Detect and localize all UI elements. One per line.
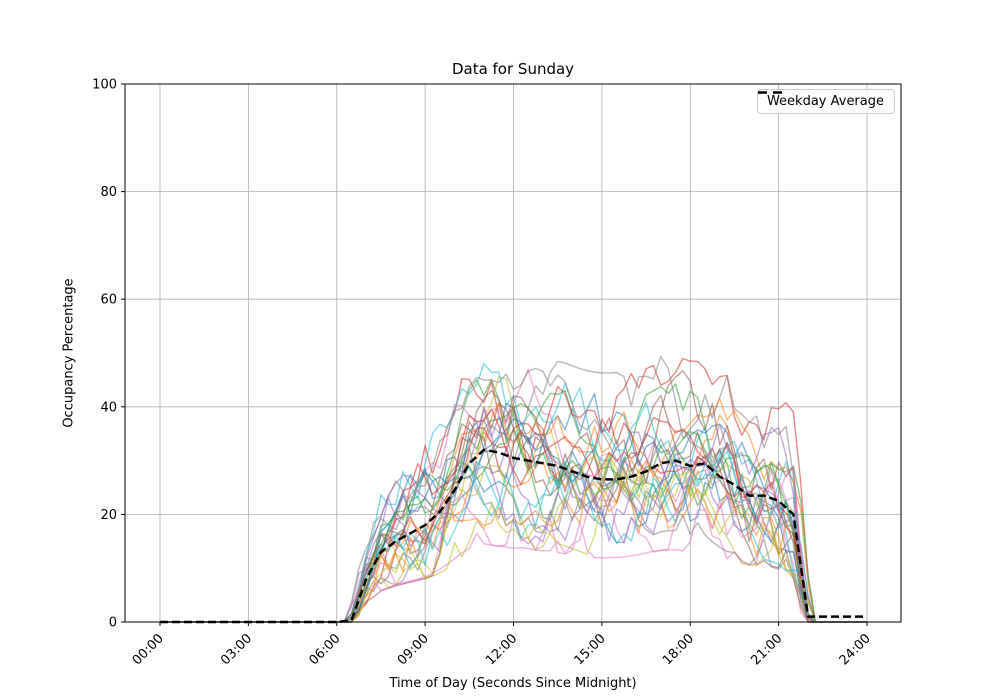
plot-border bbox=[124, 83, 902, 623]
y-tick-label: 60 bbox=[100, 293, 117, 308]
y-tick-label: 100 bbox=[92, 78, 117, 93]
x-tick-label: 06:00 bbox=[306, 631, 343, 668]
x-tick-label: 09:00 bbox=[395, 631, 432, 668]
chart-title: Data for Sunday bbox=[451, 60, 575, 78]
x-tick-label: 21:00 bbox=[748, 631, 785, 668]
x-tick-label: 18:00 bbox=[660, 631, 697, 668]
x-tick-label: 00:00 bbox=[130, 631, 167, 668]
x-tick-label: 03:00 bbox=[218, 631, 255, 668]
average-line bbox=[160, 448, 867, 624]
x-axis-label: Time of Day (Seconds Since Midnight) bbox=[389, 676, 637, 691]
dashed-line-icon bbox=[757, 91, 784, 94]
y-tick-label: 40 bbox=[100, 400, 117, 415]
legend: Weekday Average bbox=[756, 89, 895, 114]
y-axis-label: Occupancy Percentage bbox=[61, 278, 77, 428]
legend-label: Weekday Average bbox=[766, 94, 884, 109]
x-tick-label: 15:00 bbox=[572, 631, 609, 668]
x-tick-label: 24:00 bbox=[837, 631, 874, 668]
x-tick-label: 12:00 bbox=[483, 631, 520, 668]
y-tick-label: 20 bbox=[100, 508, 117, 523]
y-tick-label: 80 bbox=[100, 185, 117, 200]
y-tick-label: 0 bbox=[109, 616, 117, 631]
